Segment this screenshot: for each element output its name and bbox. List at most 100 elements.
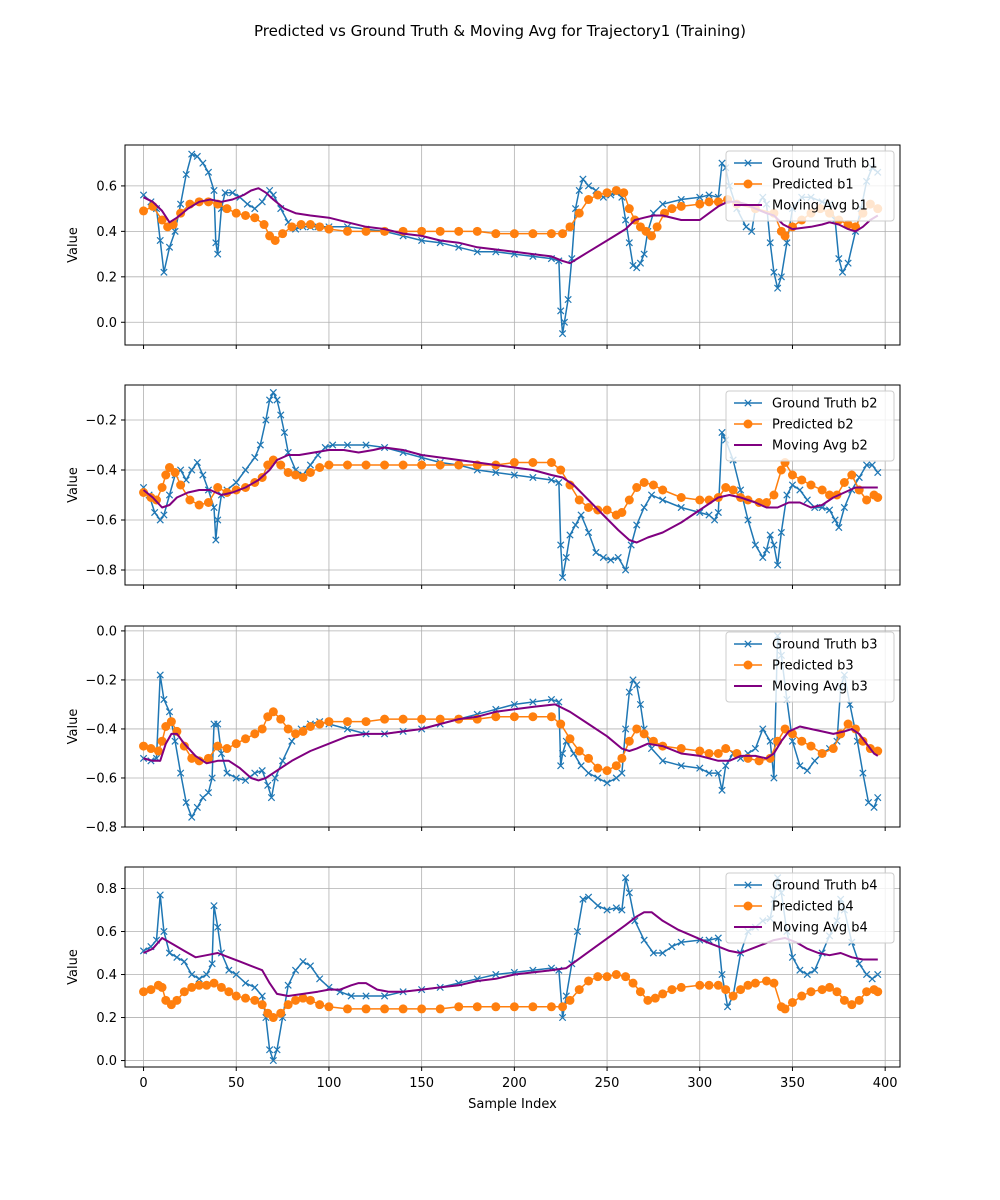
data-point [624,495,634,505]
axes-frame [124,144,901,346]
x-tick-label: 300 [687,1076,712,1091]
data-point [194,980,204,990]
y-tick-label: −0.8 [85,564,117,579]
data-point [210,186,218,195]
data-point [195,975,203,983]
data-point [780,1004,790,1014]
data-point [208,960,216,968]
series-line [143,703,879,782]
data-point [324,460,334,470]
data-point [232,970,240,979]
data-point [257,724,267,734]
data-point [874,793,882,802]
data-point [435,1004,445,1014]
data-point [251,453,259,462]
data-point [611,185,621,195]
data-point [677,762,685,770]
data-point [251,769,259,777]
data-point [770,268,778,276]
data-point [546,1002,556,1012]
legend-label: Ground Truth b4 [772,879,878,894]
data-point [157,982,167,992]
data-point [557,541,565,549]
x-tick-label: 250 [595,1076,620,1091]
data-point [555,478,563,487]
data-point [278,757,287,765]
data-point [187,753,197,763]
data-point [658,485,668,495]
y-tick-label: 0.6 [96,179,117,194]
data-point [160,511,168,519]
data-point [491,229,501,239]
data-point [558,1013,567,1022]
data-point [315,463,325,472]
data-point [283,468,293,477]
data-point [564,295,572,304]
data-point [870,803,878,812]
data-point [510,471,518,479]
data-point [223,769,231,777]
data-point [659,949,667,957]
data-point [736,486,745,494]
data-point [766,737,774,745]
y-axis-label: Value [66,949,81,985]
data-point [742,223,750,231]
data-point [258,992,266,1000]
data-point [565,480,575,490]
data-point [182,170,190,179]
series-line [143,911,878,997]
data-point [315,1000,325,1010]
data-point [647,231,657,241]
data-point [343,441,352,449]
data-point [546,458,556,467]
data-point [291,966,300,974]
data-point [759,553,767,562]
data-point [713,748,723,758]
data-point [811,757,819,765]
y-tick-label: 0.0 [96,316,117,331]
legend-label: Moving Avg b1 [772,199,868,214]
series-line [143,187,879,265]
data-point [258,198,266,206]
data-point [748,227,756,235]
data-point [593,763,603,773]
data-point [825,982,835,992]
data-point [625,688,633,696]
data-point [611,761,621,771]
data-point [203,498,213,507]
data-point [362,441,370,449]
x-tick-label: 150 [409,1076,434,1091]
data-point [835,523,843,532]
data-point [851,724,861,734]
series-moving-avg-b2 [142,446,878,544]
data-point [714,508,722,517]
data-point [202,980,212,990]
data-point [617,753,627,763]
data-point [250,213,260,223]
legend-box [725,631,895,703]
data-point [528,712,538,722]
data-point [640,503,648,512]
data-point [573,927,582,936]
y-axis-label: Value [66,709,81,745]
y-tick-label: 0.2 [96,270,117,285]
data-point [176,200,185,208]
data-point [584,195,594,205]
data-point [251,205,259,213]
data-point [636,700,645,709]
data-point [765,753,775,763]
data-point [222,204,232,214]
data-point [291,470,301,480]
data-point [214,250,222,258]
data-point [324,1002,334,1012]
data-point [243,200,251,208]
data-point [556,719,566,729]
data-point [776,465,786,475]
data-point [762,546,771,554]
data-point [546,229,556,239]
data-point [728,485,738,495]
data-point [342,460,352,470]
data-point [398,460,408,470]
data-point [797,736,807,746]
